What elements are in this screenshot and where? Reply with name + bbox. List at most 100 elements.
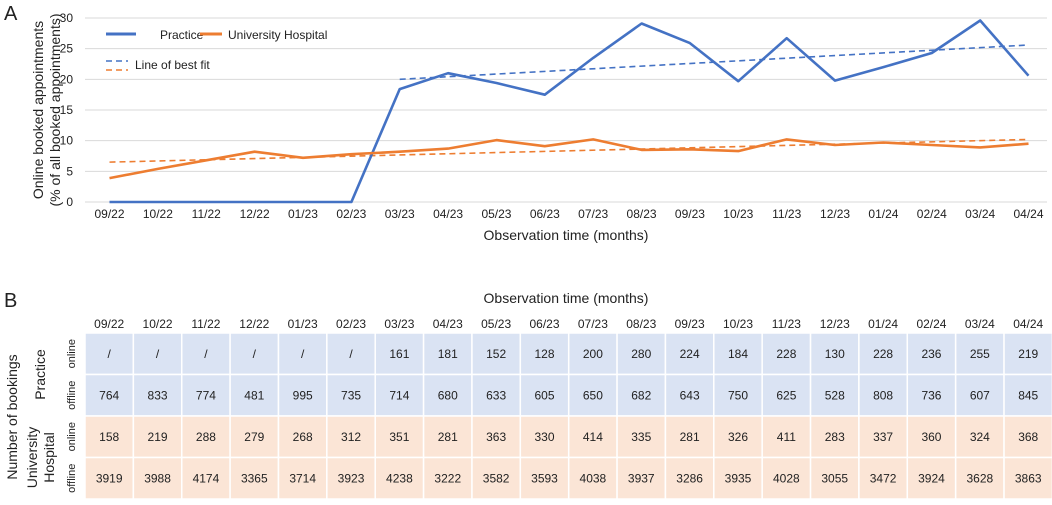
table-month-header: 10/22 [143, 317, 173, 331]
table-cell: 181 [438, 347, 458, 361]
table-month-header: 02/24 [916, 317, 946, 331]
table-cell-bg [519, 415, 570, 459]
table-month-header: 05/23 [481, 317, 511, 331]
y-tick-labels: 0 5 10 15 20 25 30 [60, 11, 74, 209]
table-cell: 4038 [580, 471, 607, 485]
table-month-header: 11/22 [191, 317, 220, 331]
table-cell-bg [277, 373, 328, 417]
table-cell: 152 [486, 347, 506, 361]
table-cell: 228 [873, 347, 893, 361]
table-cell: 833 [148, 388, 168, 402]
x-tick-label: 08/23 [627, 207, 657, 221]
table-cell: 3935 [725, 471, 752, 485]
table-cell-bg [1003, 456, 1052, 500]
table-cell: 3863 [1015, 471, 1042, 485]
x-tick-label: 03/24 [965, 207, 995, 221]
table-month-header: 08/23 [626, 317, 656, 331]
table-cell-bg [664, 415, 715, 459]
table-month-header: 01/23 [288, 317, 318, 331]
table-cell: 351 [389, 430, 409, 444]
table-cell-bg [229, 456, 280, 500]
table-cell-bg [906, 373, 957, 417]
table-cell-bg [664, 456, 715, 500]
table-cell: 288 [196, 430, 216, 444]
table-cell: 607 [970, 388, 990, 402]
table-cell: 714 [389, 388, 409, 402]
x-tick-label: 02/24 [917, 207, 947, 221]
table-month-header: 01/24 [868, 317, 898, 331]
legend-hospital-label: University Hospital [228, 28, 327, 42]
x-tick-label: 03/23 [385, 207, 415, 221]
table-cell: 158 [99, 430, 119, 444]
table-cell-bg [180, 415, 231, 459]
table-month-header: 09/22 [94, 317, 124, 331]
table-group-label: University [24, 427, 40, 488]
bookings-table: Observation time (months) Number of book… [4, 290, 1052, 500]
table-row-label: offline [66, 464, 78, 493]
table-cell: 764 [99, 388, 119, 402]
table-cell: 414 [583, 430, 603, 444]
series-line-practice [109, 19, 1030, 204]
table-cell: 3937 [628, 471, 655, 485]
x-tick-label: 01/24 [868, 207, 898, 221]
table-cell: 995 [293, 388, 313, 402]
table-cell-bg [422, 456, 473, 500]
table-month-header: 04/23 [433, 317, 463, 331]
table-row-label: online [66, 422, 78, 451]
table-cell-bg [858, 415, 909, 459]
x-tick-label: 01/23 [288, 207, 318, 221]
table-cell: 3472 [870, 471, 897, 485]
y-tick-label: 25 [60, 42, 74, 56]
table-group-label: Practice [32, 349, 48, 400]
table-cell: 128 [534, 347, 554, 361]
table-cell-bg [326, 373, 376, 417]
table-cell: 281 [680, 430, 700, 444]
x-tick-label: 11/23 [772, 207, 801, 221]
table-cell: / [156, 347, 160, 361]
table-cell-bg [858, 373, 909, 417]
y-tick-label: 20 [60, 72, 74, 86]
table-cell-bg [471, 332, 522, 376]
table-month-header: 12/22 [239, 317, 269, 331]
table-cell: 633 [486, 388, 506, 402]
table-cell: 228 [776, 347, 796, 361]
y-tick-label: 30 [60, 11, 74, 25]
table-cell: 605 [534, 388, 554, 402]
table-row-label: online [66, 339, 78, 368]
table-cell: 280 [631, 347, 651, 361]
table-body: Practice online / / / / / / 161 181 152 128 200 280 22… [24, 332, 1052, 500]
gridlines [85, 17, 1047, 203]
table-cell: / [253, 347, 257, 361]
x-tick-label: 09/22 [94, 207, 124, 221]
table-cell-bg [519, 456, 570, 500]
table-cell: 528 [825, 388, 845, 402]
table-cell-bg [713, 373, 763, 417]
table-cell: 736 [921, 388, 941, 402]
table-month-header: 09/23 [675, 317, 705, 331]
table-cell: 3286 [676, 471, 703, 485]
table-cell: 236 [921, 347, 941, 361]
table-cell: 337 [873, 430, 893, 444]
y-tick-label: 5 [66, 164, 73, 178]
table-cell: 650 [583, 388, 603, 402]
panel-a-label: A [4, 3, 18, 25]
table-cell: 219 [148, 430, 168, 444]
table-cell-bg [616, 415, 667, 459]
table-cell-bg [84, 456, 135, 500]
table-cell: 255 [970, 347, 990, 361]
table-cell: 324 [970, 430, 990, 444]
table-cell-bg [422, 415, 473, 459]
table-cell: 3628 [966, 471, 993, 485]
table-cell: / [108, 347, 112, 361]
table-cell-bg [713, 332, 763, 376]
series-lines [109, 19, 1030, 204]
table-cell-bg [229, 415, 280, 459]
table-cell-bg [229, 373, 280, 417]
x-tick-label: 07/23 [578, 207, 608, 221]
x-tick-label: 02/23 [336, 207, 366, 221]
table-cell: 750 [728, 388, 748, 402]
trendline-hospital [109, 138, 1029, 163]
table-cell-bg [132, 456, 183, 500]
x-tick-label: 04/23 [433, 207, 463, 221]
table-cell: 774 [196, 388, 216, 402]
